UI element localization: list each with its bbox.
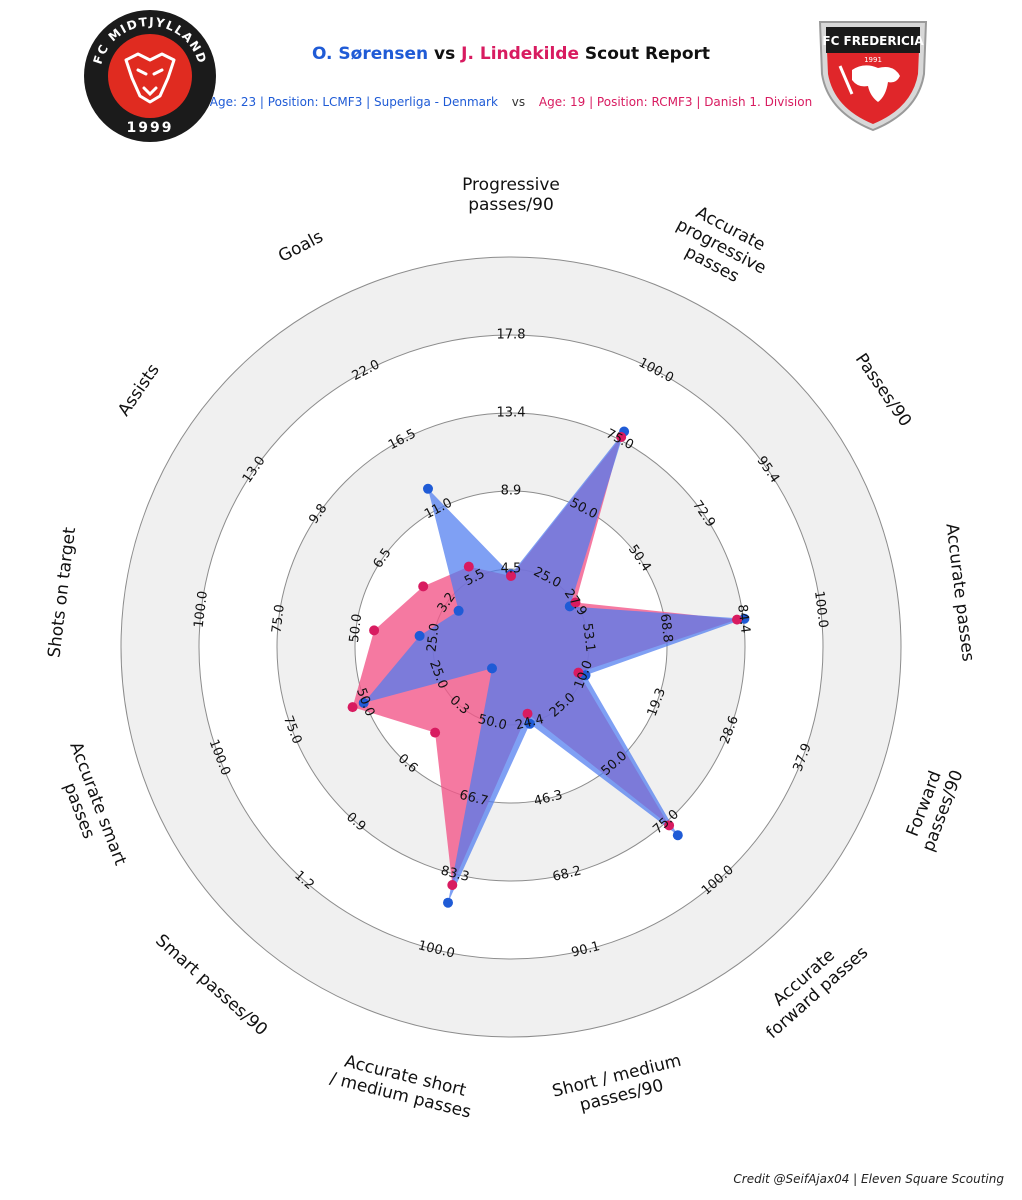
param-label: Goals: [275, 227, 327, 267]
tick-label: 46.3: [532, 788, 564, 809]
tick-label: 4.5: [501, 562, 522, 577]
radar-point-p2: [732, 614, 742, 625]
player2-name: J. Lindekilde: [461, 44, 579, 64]
ring-line-4: [198, 334, 824, 960]
param-label-line: Shots on target: [44, 526, 80, 659]
radar-point-p2: [369, 625, 380, 636]
radar-point-p1: [524, 718, 535, 729]
radar-point-p2: [506, 571, 516, 581]
radar-point-p1: [423, 483, 433, 494]
param-label: Passes/90: [851, 350, 915, 431]
logo-right-text: FC FREDERICIA: [822, 34, 924, 48]
logo-left-text-bottom: 1999: [127, 120, 174, 136]
radar-point-p1: [443, 897, 453, 908]
param-label-line: Accurate passes: [941, 522, 978, 663]
tick-label: 84.4: [734, 604, 752, 635]
radar-series: [347, 426, 750, 908]
radar-point-p2: [447, 880, 458, 890]
player1-info: Age: 23 | Position: LCMF3 | Superliga - …: [209, 95, 498, 109]
tick-label: 100.0: [192, 590, 211, 629]
tick-label: 24.4: [514, 712, 546, 733]
credit-text: Credit @SeifAjax04 | Eleven Square Scout…: [733, 1172, 1004, 1186]
param-label: Smart passes/90: [151, 931, 271, 1040]
param-label-line: Smart passes/90: [151, 931, 271, 1040]
param-label-line: Progressive: [462, 175, 560, 195]
param-label: Assists: [114, 360, 164, 420]
tick-label: 68.2: [551, 863, 583, 884]
fc-fredericia-logo: FC FREDERICIA 1991: [812, 12, 934, 132]
player2-info: Age: 19 | Position: RCMF3 | Danish 1. Di…: [538, 95, 813, 109]
param-label: Accurate short/ medium passes: [328, 1052, 473, 1123]
param-label: Accurate passes: [941, 522, 978, 663]
tick-label: 8.9: [501, 484, 522, 499]
radar-point-p2: [430, 727, 441, 738]
tick-label: 83.3: [439, 863, 471, 884]
radar-point-p2: [347, 702, 358, 713]
radar-point-p1: [672, 830, 683, 841]
report-title: O. Sørensen vs J. Lindekilde Scout Repor…: [0, 44, 1022, 64]
tick-label: 25.0: [424, 622, 442, 653]
radar-point-p2: [570, 597, 581, 608]
fc-midtjylland-logo: FC MIDTJYLLAND 1999: [82, 8, 218, 144]
ring-line-5: [120, 256, 902, 1038]
tick-label: 53.1: [579, 622, 597, 653]
title-vs: vs: [434, 44, 456, 64]
radar-point-p2: [664, 820, 675, 831]
ring-line-3: [276, 412, 746, 882]
radar-area-p1: [363, 431, 745, 903]
radar-point-p1: [453, 605, 464, 616]
player1-name: O. Sørensen: [311, 44, 429, 64]
report-header: FC MIDTJYLLAND 1999 O. Sørensen vs J. Li…: [0, 0, 1022, 150]
radar-point-p2: [522, 708, 533, 719]
report-subtitle: Age: 23 | Position: LCMF3 | Superliga - …: [0, 95, 1022, 109]
radar-point-p2: [616, 432, 627, 442]
param-label: Shots on target: [44, 526, 80, 659]
radar-point-p1: [739, 613, 750, 624]
ring-line-2: [354, 490, 668, 804]
radar-chart: 4.58.913.417.825.050.075.0100.027.950.47…: [44, 175, 978, 1123]
param-label-line: Passes/90: [851, 350, 915, 431]
tick-label: 13.4: [497, 406, 526, 421]
tick-label: 75.0: [270, 604, 288, 635]
tick-label: 50.0: [476, 712, 508, 733]
radar-point-p1: [358, 697, 369, 708]
title-suffix: Scout Report: [584, 44, 711, 64]
param-label-line: Goals: [275, 227, 327, 267]
tick-label: 17.8: [497, 328, 526, 343]
radar-point-p1: [414, 630, 425, 641]
param-label-line: passes/90: [468, 195, 554, 215]
radar-point-p1: [487, 663, 497, 674]
radar-point-p2: [463, 561, 474, 572]
radar-point-p2: [573, 667, 584, 678]
tick-label: 90.1: [570, 939, 602, 960]
tick-label: 100.0: [811, 590, 830, 629]
tick-label: 68.8: [657, 613, 675, 644]
radar-point-p2: [418, 581, 429, 592]
subtitle-vs: vs: [511, 95, 526, 109]
logo-right-year: 1991: [864, 56, 882, 64]
param-label-line: Assists: [114, 360, 164, 420]
tick-label: 50.0: [347, 613, 365, 644]
tick-label: 66.7: [458, 788, 490, 809]
